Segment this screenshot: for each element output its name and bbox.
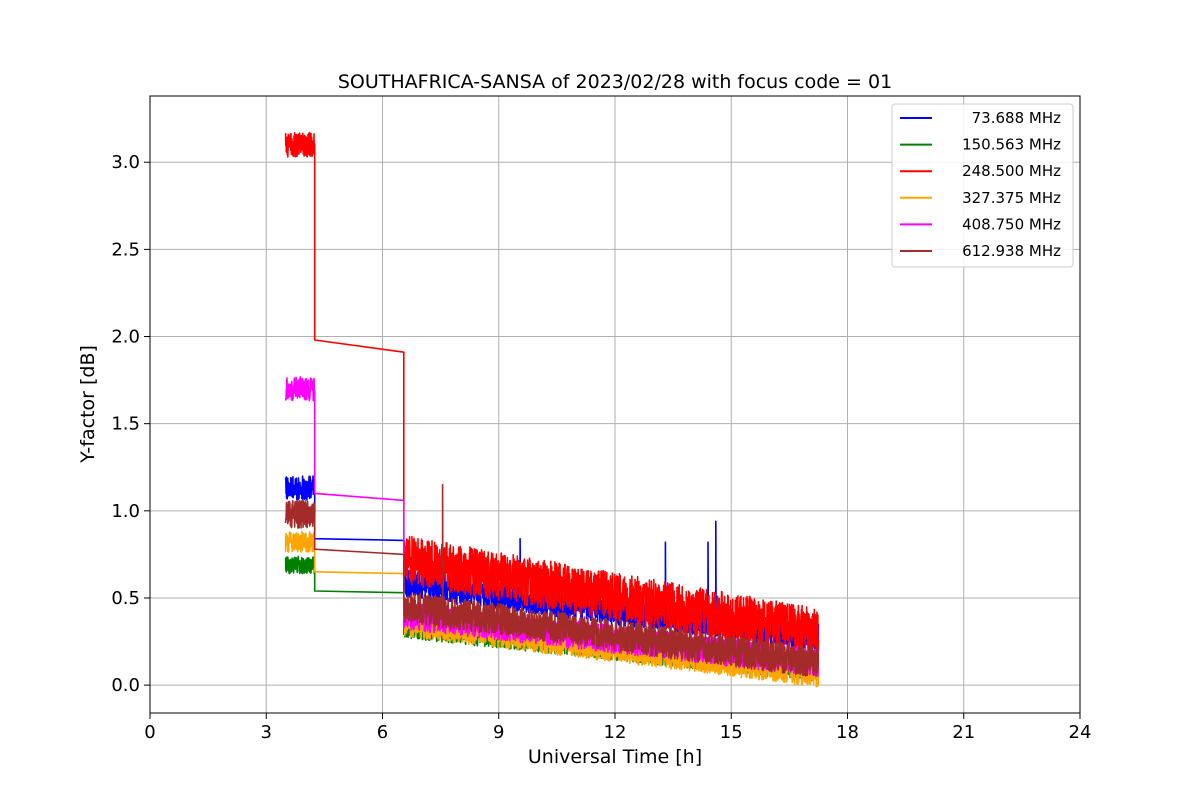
- x-axis: 0 3 6 9 12 15 18 21 24: [144, 713, 1091, 743]
- series-line-5: [284, 483, 820, 677]
- legend-label: 327.375 MHz: [962, 189, 1061, 207]
- x-tick-label: 9: [493, 722, 504, 743]
- y-axis-label: Y-factor [dB]: [77, 345, 99, 464]
- y-axis: 0.0 0.5 1.0 1.5 2.0 2.5 3.0: [111, 152, 150, 696]
- x-axis-label: Universal Time [h]: [528, 746, 702, 768]
- x-tick-label: 18: [836, 722, 859, 743]
- y-tick-label: 0.5: [111, 588, 140, 609]
- series-line-2: [284, 131, 820, 658]
- x-tick-label: 15: [720, 722, 743, 743]
- x-tick-label: 12: [604, 722, 627, 743]
- legend: 73.688 MHz 150.563 MHz 248.500 MHz 327.375 …: [891, 103, 1074, 268]
- x-tick-label: 24: [1069, 722, 1092, 743]
- series-line-3: [284, 531, 820, 688]
- legend-label: 150.563 MHz: [962, 136, 1061, 154]
- legend-label: 73.688 MHz: [972, 109, 1061, 127]
- legend-label: 612.938 MHz: [962, 242, 1061, 260]
- legend-box: [891, 103, 1074, 268]
- legend-label: 408.750 MHz: [962, 215, 1061, 233]
- y-tick-label: 1.5: [111, 414, 140, 435]
- y-tick-label: 0.0: [111, 675, 140, 696]
- series-layer: [284, 131, 820, 688]
- y-tick-label: 1.0: [111, 501, 140, 522]
- y-tick-label: 2.5: [111, 239, 140, 260]
- chart-title: SOUTHAFRICA-SANSA of 2023/02/28 with foc…: [338, 71, 892, 93]
- y-tick-label: 3.0: [111, 152, 140, 173]
- legend-label: 248.500 MHz: [962, 162, 1061, 180]
- x-tick-label: 6: [377, 722, 388, 743]
- y-tick-label: 2.0: [111, 327, 140, 348]
- x-tick-label: 21: [952, 722, 975, 743]
- x-tick-label: 0: [144, 722, 155, 743]
- x-tick-label: 3: [261, 722, 272, 743]
